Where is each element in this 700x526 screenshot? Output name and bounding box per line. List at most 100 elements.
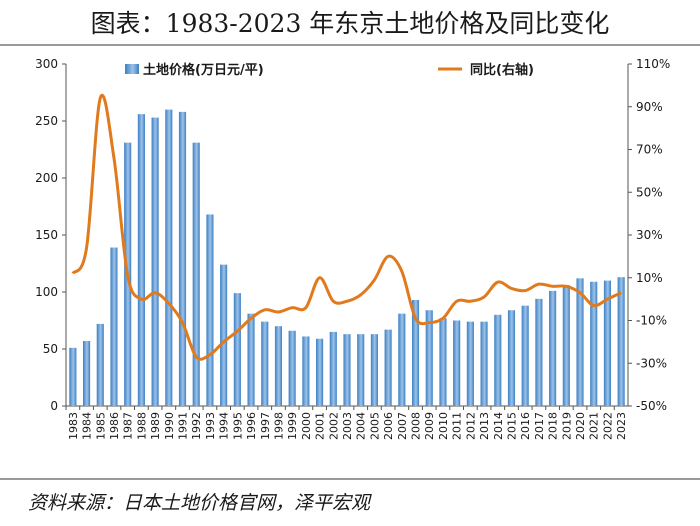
x-tick-label: 1987 bbox=[122, 412, 135, 440]
bar bbox=[411, 299, 420, 406]
x-tick-label: 2022 bbox=[601, 412, 614, 440]
bar bbox=[220, 264, 228, 406]
bar bbox=[302, 336, 310, 406]
x-tick-label: 1993 bbox=[204, 412, 217, 440]
x-tick-label: 1992 bbox=[190, 412, 203, 440]
legend-bar-label: 土地价格(万日元/平) bbox=[143, 62, 264, 78]
x-tick-label: 2009 bbox=[423, 412, 436, 440]
x-tick-label: 1990 bbox=[163, 412, 176, 440]
right-tick-label: 70% bbox=[636, 143, 663, 157]
x-tick-label: 2018 bbox=[547, 412, 560, 440]
x-tick-label: 2005 bbox=[368, 412, 381, 440]
bar bbox=[453, 320, 461, 406]
x-tick-label: 2020 bbox=[574, 412, 587, 440]
x-tick-label: 1996 bbox=[245, 412, 258, 440]
left-tick-label: 150 bbox=[35, 228, 58, 242]
bar bbox=[247, 313, 255, 406]
x-tick-label: 2003 bbox=[341, 412, 354, 440]
left-tick-label: 250 bbox=[35, 114, 58, 128]
bar bbox=[329, 331, 337, 406]
bar bbox=[398, 313, 406, 406]
bar bbox=[480, 321, 488, 406]
right-tick-label: 50% bbox=[636, 185, 663, 199]
x-tick-label: 2008 bbox=[410, 412, 423, 440]
bar bbox=[535, 298, 543, 406]
bar bbox=[165, 109, 173, 406]
left-tick-label: 300 bbox=[35, 57, 58, 71]
bar bbox=[549, 290, 557, 406]
right-tick-label: -30% bbox=[636, 356, 667, 370]
x-tick-label: 2017 bbox=[533, 412, 546, 440]
chart-plot: 0 50 100 150 200 250 300 -50% -30% -10% 10% 30% 50% 7… bbox=[35, 57, 670, 440]
bar bbox=[288, 330, 296, 406]
bar bbox=[137, 114, 145, 406]
bar bbox=[425, 310, 433, 406]
x-tick-label: 2004 bbox=[355, 412, 368, 440]
x-tick-label: 2014 bbox=[492, 412, 505, 440]
legend-bar-swatch bbox=[125, 64, 139, 74]
bar bbox=[274, 326, 283, 406]
x-tick-label: 2001 bbox=[314, 412, 327, 440]
right-tick-label: 30% bbox=[636, 228, 663, 242]
bar bbox=[233, 293, 241, 406]
x-tick-label: 1989 bbox=[149, 412, 162, 440]
x-tick-label: 1995 bbox=[231, 412, 244, 440]
bar bbox=[178, 111, 187, 406]
left-tick-label: 50 bbox=[43, 342, 58, 356]
x-tick-label: 2010 bbox=[437, 412, 450, 440]
x-tick-label: 2021 bbox=[588, 412, 601, 440]
bar bbox=[507, 310, 516, 406]
right-tick-label: 90% bbox=[636, 100, 663, 114]
x-tick-label: 1994 bbox=[218, 412, 231, 440]
bar bbox=[590, 281, 598, 406]
x-tick-label: 2019 bbox=[560, 412, 573, 440]
bar bbox=[370, 334, 378, 406]
bar bbox=[617, 277, 625, 406]
chart-legend: 土地价格(万日元/平) 同比(右轴) bbox=[125, 62, 534, 78]
right-tick-label: -10% bbox=[636, 314, 667, 328]
bar bbox=[357, 334, 365, 406]
title-divider bbox=[0, 44, 700, 46]
x-tick-label: 1986 bbox=[108, 412, 121, 440]
bar bbox=[261, 321, 269, 406]
bar bbox=[96, 323, 104, 406]
bar bbox=[576, 278, 584, 406]
x-tick-label: 2016 bbox=[519, 412, 532, 440]
x-tick-label: 1985 bbox=[94, 412, 107, 440]
left-tick-label: 100 bbox=[35, 285, 58, 299]
x-tick-label: 2011 bbox=[451, 412, 464, 440]
right-tick-label: 10% bbox=[636, 271, 663, 285]
legend-line-label: 同比(右轴) bbox=[470, 62, 534, 78]
source-divider bbox=[0, 478, 700, 480]
yoy-series-line bbox=[71, 93, 622, 361]
bar bbox=[110, 247, 118, 406]
bar bbox=[69, 347, 77, 406]
x-tick-label: 2013 bbox=[478, 412, 491, 440]
x-tick-label: 2015 bbox=[505, 412, 518, 440]
right-tick-label: 110% bbox=[636, 57, 670, 71]
x-tick-label: 1991 bbox=[177, 412, 190, 440]
bar bbox=[494, 314, 502, 406]
bar bbox=[343, 334, 351, 406]
right-tick-label: -50% bbox=[636, 399, 667, 413]
bar bbox=[603, 280, 612, 406]
left-tick-label: 200 bbox=[35, 171, 58, 185]
bar bbox=[206, 214, 214, 406]
source-note: 资料来源：日本土地价格官网，泽平宏观 bbox=[28, 492, 371, 514]
x-tick-label: 1988 bbox=[135, 412, 148, 440]
x-tick-label: 1984 bbox=[81, 412, 94, 440]
x-tick-label: 2000 bbox=[300, 412, 313, 440]
bar bbox=[466, 321, 474, 406]
x-tick-label: 2002 bbox=[327, 412, 340, 440]
x-tick-label: 2023 bbox=[615, 412, 628, 440]
x-tick-label: 2006 bbox=[382, 412, 395, 440]
bar bbox=[562, 285, 570, 406]
bar bbox=[439, 318, 447, 406]
bar bbox=[384, 329, 392, 406]
bar bbox=[521, 305, 529, 406]
bar bbox=[192, 142, 200, 406]
bar bbox=[151, 117, 159, 406]
chart-title: 图表：1983-2023 年东京土地价格及同比变化 bbox=[90, 9, 610, 38]
bar bbox=[82, 341, 91, 406]
bar bbox=[316, 338, 324, 406]
